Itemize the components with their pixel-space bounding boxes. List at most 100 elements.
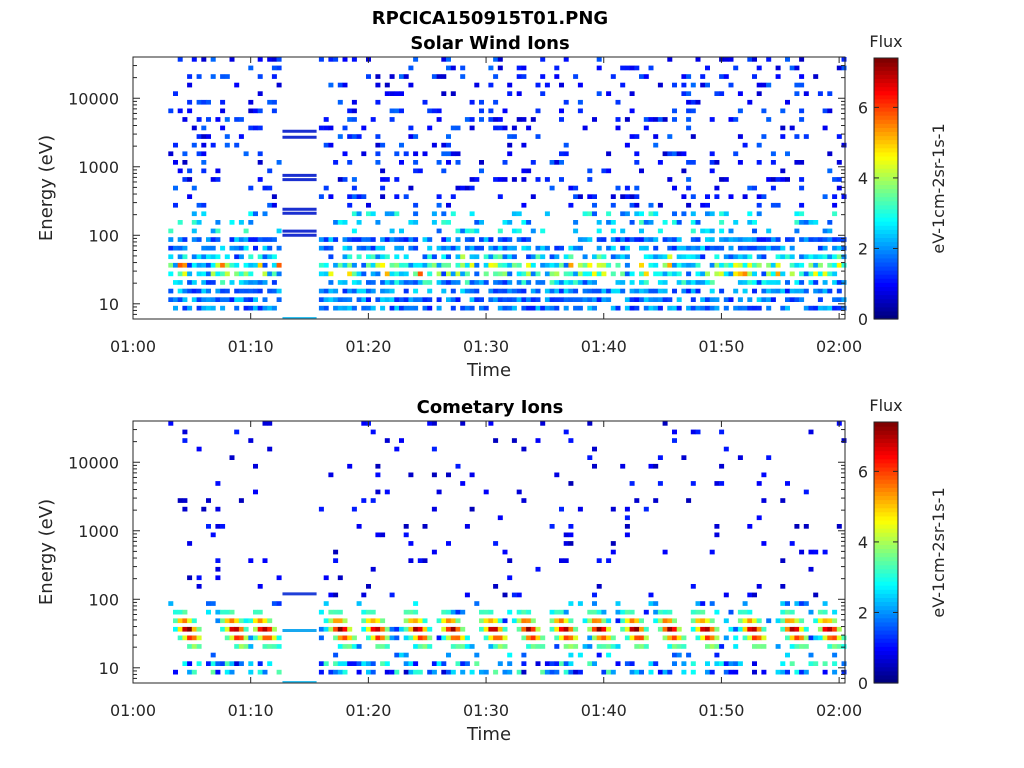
heatmap-cell <box>822 609 828 615</box>
heatmap-cell <box>262 254 268 260</box>
heatmap-cell <box>328 125 334 131</box>
heatmap-cell <box>817 609 823 615</box>
heatmap-cell <box>427 635 433 641</box>
heatmap-cell <box>446 237 451 242</box>
heatmap-cell <box>568 280 574 285</box>
x-axis-label: Time <box>466 724 511 745</box>
heatmap-cell <box>399 626 404 632</box>
heatmap-cell <box>789 661 795 666</box>
heatmap-cell <box>841 262 847 268</box>
heatmap-cell <box>742 609 748 615</box>
heatmap-cell <box>318 297 324 302</box>
heatmap-cell <box>469 472 475 478</box>
heatmap-cell <box>516 489 522 495</box>
heatmap-cell <box>276 262 282 268</box>
heatmap-cell <box>794 160 800 165</box>
heatmap-cell <box>535 245 541 251</box>
heatmap-cell <box>323 271 329 277</box>
heatmap-cell <box>832 262 838 268</box>
heatmap-cell <box>714 271 720 277</box>
colorbar-segment <box>874 221 898 226</box>
heatmap-cell <box>408 661 414 666</box>
heatmap-cell <box>431 506 437 512</box>
heatmap-cell <box>672 626 677 632</box>
heatmap-cell <box>488 82 494 88</box>
heatmap-cell <box>714 635 720 641</box>
heatmap-cell <box>601 262 607 268</box>
colorbar-segment <box>874 233 898 239</box>
heatmap-cell <box>789 644 795 649</box>
heatmap-cell <box>262 245 268 251</box>
heatmap-cell <box>356 220 362 225</box>
heatmap-cell <box>450 669 456 675</box>
heatmap-cell <box>577 194 583 199</box>
colorbar-frame <box>873 57 899 320</box>
heatmap-cell <box>733 661 739 666</box>
heatmap-cell <box>615 644 621 649</box>
colorbar-segment <box>874 662 898 668</box>
heatmap-cell <box>483 280 489 285</box>
heatmap-cell <box>643 297 649 302</box>
heatmap-cell <box>587 455 593 460</box>
heatmap-cell <box>460 65 466 71</box>
colorbar-segment <box>874 298 898 304</box>
colorbar-segment <box>874 119 898 124</box>
heatmap-cell <box>469 669 475 675</box>
heatmap-cell <box>822 194 828 199</box>
heatmap-cell <box>502 220 508 225</box>
heatmap-cell <box>201 134 207 139</box>
heatmap-cell <box>267 271 273 277</box>
heatmap-cell <box>615 661 621 666</box>
heatmap-cell <box>187 168 193 174</box>
heatmap-cell <box>535 134 541 139</box>
heatmap-cell <box>521 271 527 277</box>
heatmap-cell <box>337 262 343 268</box>
heatmap-cell <box>549 669 555 675</box>
heatmap-cell <box>243 280 249 285</box>
heatmap-cell <box>238 661 244 666</box>
heatmap-cell <box>243 237 249 242</box>
colorbar-segment <box>874 270 898 275</box>
heatmap-cell <box>389 271 395 277</box>
colorbar-segment <box>874 176 898 181</box>
heatmap-cell <box>201 245 207 251</box>
heatmap-cell <box>695 237 701 242</box>
colorbar-segment <box>874 470 898 476</box>
heatmap-cell <box>761 237 767 242</box>
colorbar-segment <box>874 548 898 554</box>
heatmap-cell <box>318 635 324 641</box>
heatmap-cell <box>832 661 838 666</box>
heatmap-cell <box>728 82 734 88</box>
colorbar-segment <box>874 314 898 320</box>
heatmap-cell <box>333 592 339 598</box>
colorbar-segment <box>874 147 898 153</box>
heatmap-cell <box>479 626 484 632</box>
heatmap-cell <box>441 168 447 174</box>
heatmap-cell <box>417 297 423 302</box>
heatmap-cell <box>808 652 814 658</box>
heatmap-cell <box>497 117 503 122</box>
heatmap-cell <box>455 661 461 666</box>
colorbar-segment <box>874 499 898 505</box>
heatmap-cell <box>375 99 381 105</box>
heatmap-cell <box>803 489 809 495</box>
heatmap-cell <box>168 254 174 260</box>
heatmap-cell <box>257 262 263 268</box>
heatmap-cell <box>337 297 343 302</box>
heatmap-cell <box>540 644 546 649</box>
heatmap-cell <box>653 305 659 311</box>
heatmap-cell <box>648 211 654 217</box>
heatmap-cell <box>403 280 409 285</box>
heatmap-cell <box>559 661 564 666</box>
heatmap-cell <box>389 117 395 122</box>
heatmap-cell <box>333 297 339 302</box>
heatmap-cell <box>370 498 376 503</box>
heatmap-cell <box>695 254 701 260</box>
heatmap-cell <box>559 177 564 182</box>
heatmap-cell <box>196 271 202 277</box>
heatmap-cell <box>380 532 386 538</box>
heatmap-cell <box>436 74 442 79</box>
heatmap-cell <box>785 151 790 157</box>
heatmap-cell <box>568 669 574 675</box>
heatmap-cell <box>224 117 230 122</box>
